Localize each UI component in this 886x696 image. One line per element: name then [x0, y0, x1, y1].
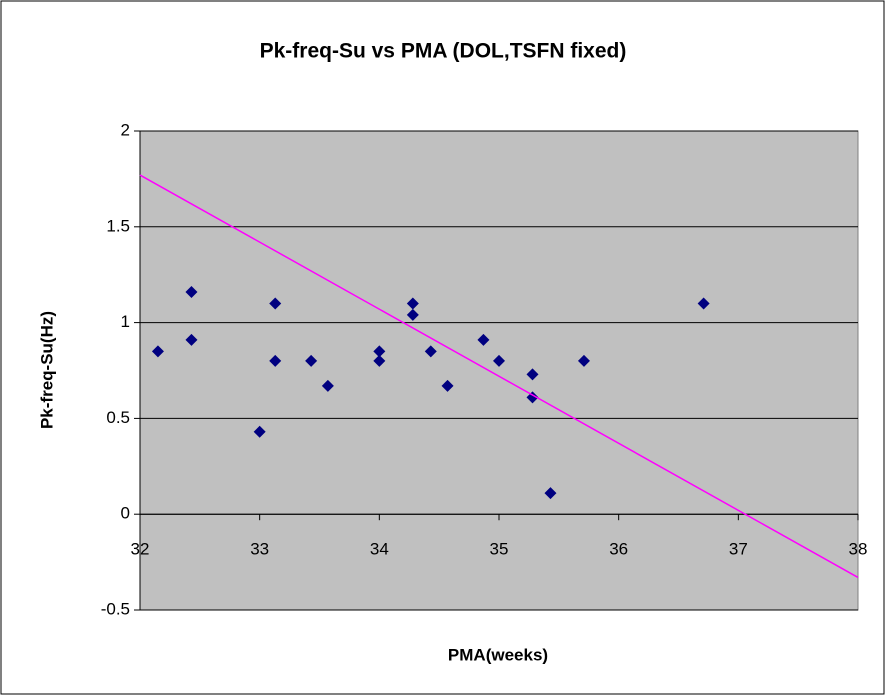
data-point: [305, 354, 318, 367]
x-tick-label: 33: [250, 540, 269, 559]
data-point: [577, 354, 590, 367]
y-axis-label: Pk-freq-Su(Hz): [37, 311, 56, 429]
x-tick-label: 34: [370, 540, 389, 559]
y-tick-label: 2: [121, 120, 130, 139]
y-tick-label: 0: [121, 504, 130, 523]
x-tick-label: 36: [609, 540, 628, 559]
data-point: [151, 345, 164, 358]
data-point: [253, 425, 266, 438]
x-tick-label: 35: [490, 540, 509, 559]
x-axis-label: PMA(weeks): [448, 645, 548, 664]
data-point: [526, 391, 539, 404]
data-point: [697, 297, 710, 310]
x-tick-label: 37: [729, 540, 748, 559]
data-point: [441, 379, 454, 392]
data-point: [269, 297, 282, 310]
data-point: [373, 354, 386, 367]
chart-title: Pk-freq-Su vs PMA (DOL,TSFN fixed): [260, 40, 627, 63]
data-point: [424, 345, 437, 358]
y-tick-label: 1: [121, 312, 130, 331]
data-point: [493, 354, 505, 367]
data-point: [544, 487, 557, 500]
y-tick-label: 1.5: [106, 216, 130, 235]
data-point: [526, 368, 539, 381]
trendline: [139, 174, 859, 579]
data-point: [269, 354, 282, 367]
data-point: [406, 308, 419, 321]
y-tick-label: -0.5: [101, 599, 130, 618]
data-point: [185, 333, 198, 346]
plot-area: [139, 130, 859, 611]
data-point: [406, 297, 419, 310]
data-point: [321, 379, 334, 392]
y-tick-label: 0.5: [106, 408, 130, 427]
data-point: [185, 285, 198, 298]
data-point: [477, 333, 490, 346]
x-tick-label: 32: [131, 540, 150, 559]
x-tick-label: 38: [849, 540, 868, 559]
data-point: [373, 345, 386, 358]
